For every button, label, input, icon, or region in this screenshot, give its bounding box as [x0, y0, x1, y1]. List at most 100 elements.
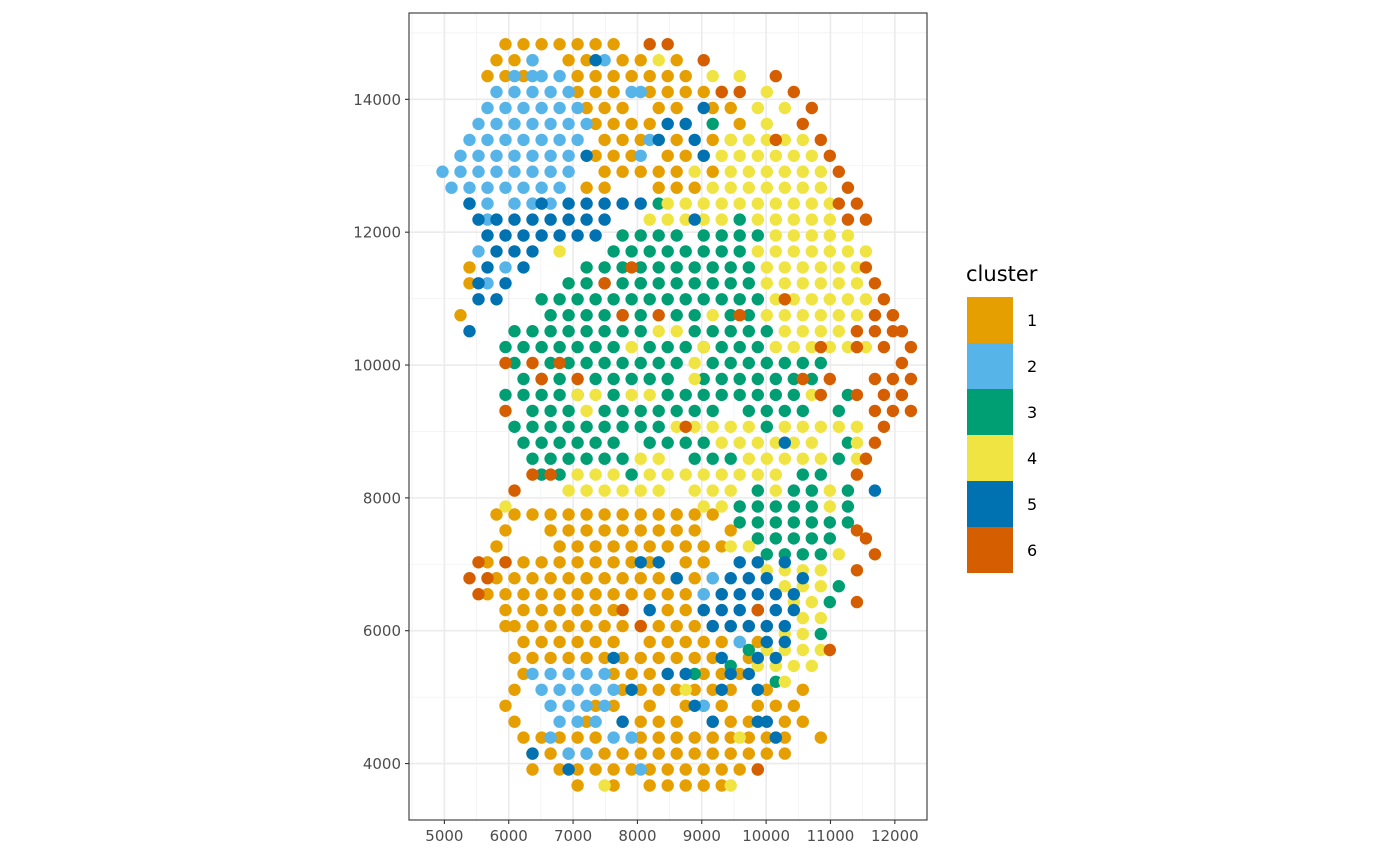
spot-cluster-3 — [544, 325, 557, 338]
spot-cluster-5 — [508, 213, 521, 226]
spot-cluster-2 — [580, 699, 593, 712]
spot-cluster-3 — [553, 293, 566, 306]
spot-cluster-4 — [751, 245, 764, 258]
spot-cluster-4 — [715, 149, 728, 162]
spot-cluster-3 — [589, 340, 602, 354]
spot-cluster-2 — [526, 117, 539, 131]
spot-cluster-4 — [724, 133, 737, 147]
spot-cluster-1 — [643, 763, 656, 776]
spot-cluster-4 — [706, 69, 719, 83]
spot-cluster-5 — [760, 572, 773, 585]
spot-cluster-1 — [625, 588, 638, 601]
spot-cluster-3 — [679, 436, 692, 449]
spot-cluster-3 — [697, 245, 710, 258]
spot-cluster-3 — [652, 404, 665, 418]
spot-cluster-1 — [571, 588, 584, 601]
spot-cluster-6 — [886, 309, 900, 322]
spot-cluster-4 — [859, 340, 873, 354]
spot-cluster-6 — [823, 372, 836, 386]
spot-cluster-1 — [616, 619, 629, 633]
x-tick-label: 9000 — [683, 827, 721, 845]
spot-cluster-1 — [670, 54, 683, 67]
spot-cluster-5 — [787, 588, 800, 601]
spot-cluster-2 — [490, 149, 503, 162]
spot-cluster-5 — [634, 197, 647, 210]
spot-cluster-1 — [670, 715, 683, 728]
spot-cluster-1 — [571, 38, 584, 51]
spot-cluster-5 — [724, 667, 737, 681]
x-tick-label: 10000 — [742, 827, 790, 845]
spot-cluster-3 — [805, 484, 818, 497]
spot-cluster-1 — [616, 651, 629, 665]
spot-cluster-3 — [733, 500, 746, 513]
spot-cluster-3 — [742, 404, 755, 418]
spot-cluster-6 — [841, 181, 855, 194]
spot-cluster-2 — [544, 197, 557, 210]
spot-cluster-6 — [850, 340, 864, 354]
spot-cluster-6 — [733, 309, 746, 322]
spot-cluster-3 — [823, 516, 836, 529]
spot-cluster-2 — [535, 133, 548, 147]
spot-cluster-1 — [733, 763, 746, 776]
spot-cluster-3 — [517, 372, 530, 386]
spot-cluster-3 — [769, 372, 782, 386]
spot-cluster-5 — [499, 277, 512, 290]
spot-cluster-3 — [607, 372, 620, 386]
spot-cluster-3 — [643, 245, 656, 258]
spot-cluster-1 — [733, 117, 746, 131]
spot-cluster-3 — [796, 548, 809, 561]
spot-cluster-4 — [652, 54, 665, 67]
spot-cluster-2 — [535, 683, 548, 696]
spot-cluster-3 — [679, 388, 692, 402]
spot-cluster-1 — [544, 572, 557, 585]
spot-cluster-4 — [859, 293, 873, 306]
spot-cluster-3 — [526, 452, 539, 465]
spot-cluster-1 — [589, 117, 602, 131]
spot-cluster-4 — [760, 452, 773, 465]
spot-cluster-3 — [697, 372, 710, 386]
spot-cluster-4 — [841, 229, 855, 242]
spot-cluster-2 — [436, 165, 449, 178]
spot-cluster-4 — [769, 197, 782, 210]
spot-cluster-1 — [670, 747, 683, 760]
spot-cluster-3 — [652, 261, 665, 274]
spot-cluster-3 — [760, 404, 773, 418]
spot-cluster-1 — [580, 715, 593, 728]
spot-cluster-6 — [481, 572, 494, 585]
spot-cluster-1 — [724, 524, 737, 537]
spot-cluster-3 — [616, 404, 629, 418]
spot-cluster-4 — [778, 277, 791, 290]
spot-cluster-1 — [580, 54, 593, 67]
spot-cluster-1 — [670, 508, 683, 521]
spot-cluster-1 — [508, 619, 521, 633]
spot-cluster-5 — [724, 572, 737, 585]
spot-cluster-3 — [742, 261, 755, 274]
spot-cluster-1 — [535, 556, 548, 569]
spot-cluster-4 — [805, 213, 818, 226]
spot-cluster-3 — [715, 372, 728, 386]
spot-cluster-1 — [706, 683, 719, 696]
spot-cluster-2 — [526, 54, 539, 67]
spot-cluster-2 — [526, 165, 539, 178]
spot-cluster-3 — [571, 436, 584, 449]
spot-cluster-6 — [616, 603, 629, 617]
spot-cluster-6 — [805, 101, 818, 115]
spot-cluster-1 — [688, 619, 701, 633]
spot-cluster-3 — [769, 675, 782, 688]
spot-cluster-3 — [724, 452, 737, 465]
spot-cluster-3 — [724, 356, 737, 370]
spot-cluster-3 — [535, 436, 548, 449]
spot-cluster-4 — [832, 261, 845, 274]
spot-cluster-6 — [886, 372, 900, 386]
spot-cluster-1 — [598, 747, 611, 760]
spot-cluster-2 — [544, 117, 557, 131]
spot-cluster-6 — [904, 340, 918, 354]
spot-cluster-4 — [724, 420, 737, 433]
spot-cluster-1 — [634, 54, 647, 67]
spot-cluster-3 — [652, 197, 665, 210]
spot-cluster-3 — [598, 420, 611, 433]
spot-cluster-1 — [679, 588, 692, 601]
spot-cluster-1 — [499, 524, 512, 537]
spot-cluster-5 — [598, 197, 611, 210]
